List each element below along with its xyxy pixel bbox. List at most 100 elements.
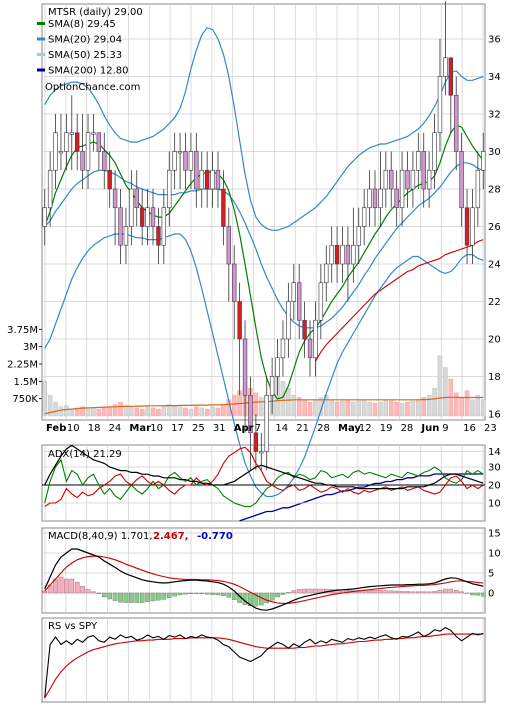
macd-histogram-bar [161, 592, 167, 600]
macd-histogram-bar [410, 591, 416, 594]
candle [118, 189, 123, 264]
x-tick-label: 10 [67, 423, 80, 434]
candle [64, 114, 69, 171]
candle [448, 57, 454, 133]
candle-body [204, 169, 210, 190]
macd-histogram-bar [394, 590, 399, 594]
volume-bar [426, 395, 432, 417]
legend-swatch [37, 37, 45, 41]
candle [275, 339, 280, 396]
macd-histogram-bar [80, 586, 85, 594]
candle [129, 170, 134, 246]
candle-body [129, 188, 134, 227]
macd-signal-line [44, 555, 484, 604]
candle-body [58, 151, 64, 154]
candle [307, 320, 313, 377]
candle-body [454, 94, 459, 152]
macd-y-tick-label: 10 [488, 549, 501, 560]
candle-body [199, 169, 204, 190]
volume-bar [80, 406, 85, 417]
macd-histogram-bar [118, 592, 123, 603]
candle-body [248, 394, 253, 434]
candle [134, 170, 139, 227]
candle [42, 189, 47, 246]
macd-histogram-bar [459, 591, 464, 594]
macd-histogram-bar [85, 589, 91, 594]
candle [356, 207, 361, 264]
volume-bar [188, 408, 194, 417]
x-tick-label: 16 [463, 423, 476, 434]
candle-body [91, 132, 96, 135]
candle-body [351, 244, 356, 265]
candle [210, 151, 215, 208]
x-tick-label: Feb [46, 423, 66, 434]
candle [145, 189, 150, 246]
volume-bar [204, 408, 210, 417]
volume-bar [286, 388, 291, 417]
macd-title: MACD(8,40,9) 1.701, [48, 531, 153, 542]
macd-histogram-bar [302, 588, 307, 594]
volume-bar [443, 367, 448, 417]
volume-bar [329, 399, 334, 417]
macd-histogram-bar [129, 592, 134, 603]
macd-histogram-bar [475, 592, 481, 596]
macd-histogram-bar [470, 592, 475, 596]
candle [432, 114, 437, 189]
macd-histogram-bar [296, 589, 302, 594]
candle-body [275, 357, 280, 377]
candle-body [123, 226, 129, 246]
candle [410, 151, 416, 208]
candle [443, 1, 448, 96]
macd-histogram-bar [172, 592, 177, 597]
minus-di-line [44, 446, 484, 508]
candle [437, 39, 443, 152]
volume-bar [47, 395, 53, 417]
macd-histogram-bar [280, 592, 286, 595]
adx-y-tick-label: 30 [488, 463, 501, 474]
candle [351, 207, 356, 283]
x-tick-label: 23 [484, 423, 497, 434]
macd-histogram-bar [177, 592, 183, 596]
volume-bar [410, 400, 416, 417]
macd-histogram-bar [286, 592, 291, 594]
candle-body [75, 132, 80, 152]
macd-histogram-bar [307, 588, 313, 594]
x-tick-label: 25 [192, 423, 205, 434]
volume-bar [475, 395, 481, 417]
volume-tick-label: 1.5M [13, 377, 38, 388]
candle-body [459, 151, 464, 209]
x-tick-label: 12 [359, 423, 372, 434]
candle-body [448, 57, 454, 96]
legend-label: SMA(20) 29.04 [48, 35, 122, 46]
volume-bar [129, 406, 134, 417]
volume-bar [112, 404, 118, 417]
panel-frame [41, 3, 486, 421]
candle-body [183, 151, 188, 171]
candle-body [42, 207, 47, 227]
macd-histogram-bar [416, 591, 421, 594]
macd-histogram-bar [291, 590, 297, 594]
candle-body [324, 263, 329, 284]
y-tick-label: 36 [488, 35, 501, 46]
volume-bar [102, 406, 107, 417]
macd-histogram-bar [231, 592, 237, 600]
x-tick-label: Mar [129, 423, 151, 434]
candle-body [437, 76, 443, 134]
candle [286, 282, 291, 358]
macd-histogram-bar [378, 590, 383, 594]
candle-body [356, 226, 361, 246]
macd-histogram-bar [421, 591, 427, 594]
macd-y-tick-label: 15 [488, 529, 501, 540]
x-tick-label: May [338, 423, 361, 434]
volume-bar [464, 390, 470, 417]
macd-histogram-bar [399, 591, 405, 594]
volume-bar [318, 397, 324, 417]
macd-histogram-bar [58, 576, 64, 594]
x-tick-label: 28 [401, 423, 414, 434]
candle [53, 114, 58, 189]
macd-histogram-bar [156, 592, 161, 601]
macd-histogram-bar [248, 592, 253, 606]
candle-body [329, 244, 334, 265]
x-tick-label: Apr [234, 423, 254, 434]
